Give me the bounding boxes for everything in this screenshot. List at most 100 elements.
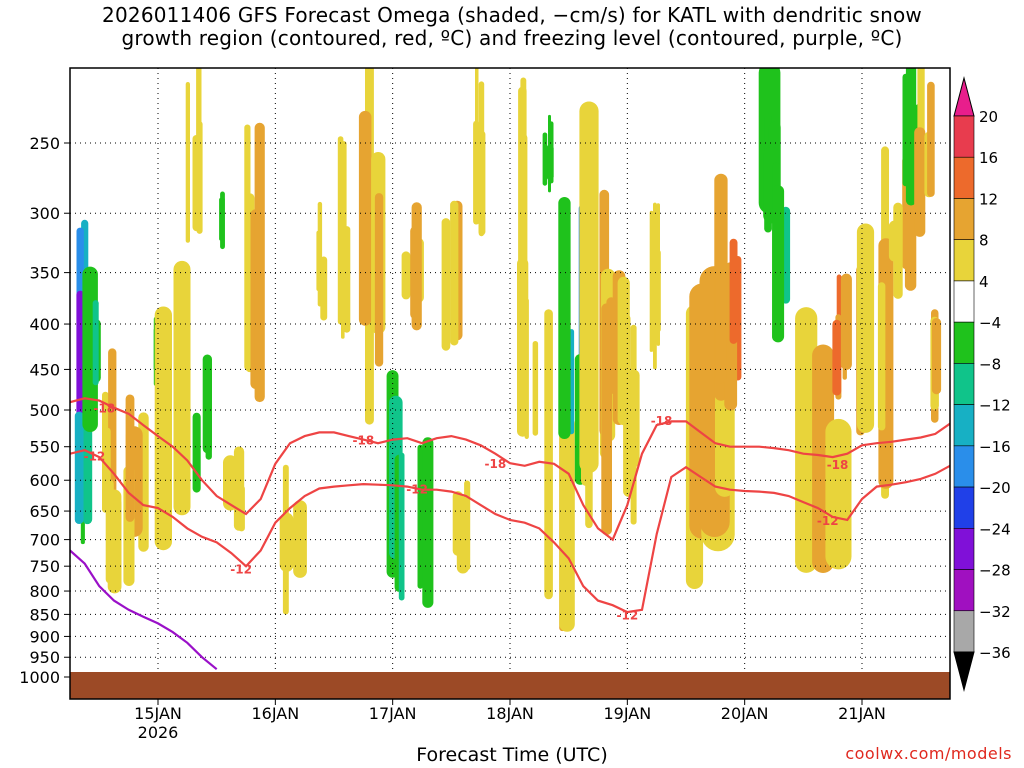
omega-cell	[473, 120, 480, 225]
colorbar-label: −16	[979, 438, 1011, 456]
x-tick-label: 19JAN	[603, 704, 651, 723]
colorbar-bottom-arrow	[953, 651, 975, 692]
omega-cell	[337, 136, 344, 325]
y-tick-label: 600	[29, 471, 60, 490]
chart-title-line-2: growth region (contoured, red, ºC) and f…	[121, 26, 903, 50]
omega-cell	[532, 341, 539, 436]
colorbar-segment	[953, 321, 975, 364]
omega-cell	[772, 185, 785, 343]
colorbar-label: −20	[979, 479, 1011, 497]
omega-cell	[927, 81, 935, 197]
ground-terrain	[70, 672, 950, 699]
y-tick-label: 800	[29, 582, 60, 601]
omega-cell	[904, 182, 917, 291]
omega-cell	[649, 210, 654, 352]
contour--12	[70, 449, 950, 614]
x-tick-sublabel: 2026	[138, 723, 179, 742]
colorbar-label: 12	[979, 190, 998, 208]
colorbar-segment	[953, 610, 975, 653]
omega-cell	[238, 485, 245, 532]
contour--18	[70, 397, 950, 542]
colorbar-segment	[953, 528, 975, 570]
omega-cell	[558, 197, 571, 439]
omega-cell	[544, 309, 553, 600]
y-tick-label: 400	[29, 315, 60, 334]
omega-cell	[729, 238, 738, 344]
contour-label: -12	[616, 608, 638, 622]
colorbar-segment	[953, 115, 975, 158]
colorbar-segment	[953, 239, 975, 282]
omega-cell	[548, 114, 551, 193]
colorbar-label: −32	[979, 603, 1011, 621]
chart-title: 2026011406 GFS Forecast Omega (shaded, −…	[0, 4, 1024, 50]
omega-cell	[478, 130, 486, 236]
omega-cell	[441, 218, 451, 351]
contour-label: -18	[651, 414, 673, 428]
omega-cell	[173, 260, 191, 516]
colorbar-label: −24	[979, 520, 1011, 538]
omega-cell	[832, 319, 842, 396]
omega-cell	[417, 444, 424, 589]
contour-lines: -18 -18 -18 -18 -18 -12 -12 -12 -12 -12	[70, 397, 950, 671]
omega-cell	[450, 200, 459, 346]
colorbar-segment	[953, 445, 975, 488]
contour-label: -12	[230, 563, 252, 577]
y-tick-label: 300	[29, 204, 60, 223]
omega-cell	[320, 256, 328, 321]
omega-cell	[92, 300, 99, 386]
y-tick-label: 650	[29, 502, 60, 521]
colorbar: 20 16 12 8 4 −4 −8 −12 −16 −20 −24 −28 −32 −36	[953, 76, 1011, 692]
omega-cell	[192, 412, 201, 493]
colorbar-label: −12	[979, 397, 1011, 415]
omega-cell	[82, 406, 93, 525]
omega-cell	[192, 135, 201, 232]
omega-cell	[456, 496, 469, 574]
omega-cell	[220, 191, 225, 250]
colorbar-segment	[953, 280, 975, 323]
contour-label: -12	[817, 514, 839, 528]
chart-title-line-1: 2026011406 GFS Forecast Omega (shaded, −…	[102, 3, 922, 27]
y-tick-label: 900	[29, 627, 60, 646]
colorbar-top-arrow	[953, 76, 975, 117]
colorbar-segment	[953, 486, 975, 529]
omega-cell	[606, 297, 617, 395]
y-tick-label: 250	[29, 134, 60, 153]
y-tick-label: 1000	[19, 668, 60, 687]
contour-label: -18	[352, 434, 374, 448]
omega-cell	[825, 418, 852, 570]
omega-cell	[74, 411, 84, 524]
grid-lines	[70, 68, 950, 699]
omega-cell	[398, 452, 405, 601]
omega-cell	[374, 193, 384, 367]
omega-cell	[893, 202, 903, 299]
y-tick-label: 350	[29, 264, 60, 283]
omega-cell	[244, 124, 251, 370]
omega-cell	[342, 179, 346, 271]
omega-cell	[877, 282, 886, 431]
omega-cell	[856, 223, 875, 433]
contour-label: -18	[93, 402, 115, 416]
y-tick-label: 700	[29, 531, 60, 550]
colorbar-label: 8	[979, 232, 989, 250]
omega-cell	[107, 489, 122, 570]
contour-label: -12	[84, 450, 106, 464]
y-tick-label: 550	[29, 438, 60, 457]
omega-cell	[559, 416, 575, 632]
colorbar-label: −36	[979, 644, 1011, 662]
colorbar-label: 20	[979, 108, 998, 126]
colorbar-segment	[953, 156, 975, 199]
contour-0	[70, 549, 218, 671]
omega-cell	[715, 257, 727, 384]
omega-cell	[518, 259, 527, 412]
y-axis: 250 300 350 400 450 500 550 600 650 700 750 800 850 9…	[19, 134, 70, 687]
y-tick-label: 750	[29, 557, 60, 576]
omega-cell	[154, 306, 172, 551]
contour-label: -18	[484, 457, 506, 471]
omega-cell	[422, 437, 434, 608]
omega-cell	[840, 273, 852, 370]
contour-label: -18	[827, 458, 849, 472]
omega-cell	[914, 127, 926, 237]
omega-cell	[185, 82, 190, 243]
